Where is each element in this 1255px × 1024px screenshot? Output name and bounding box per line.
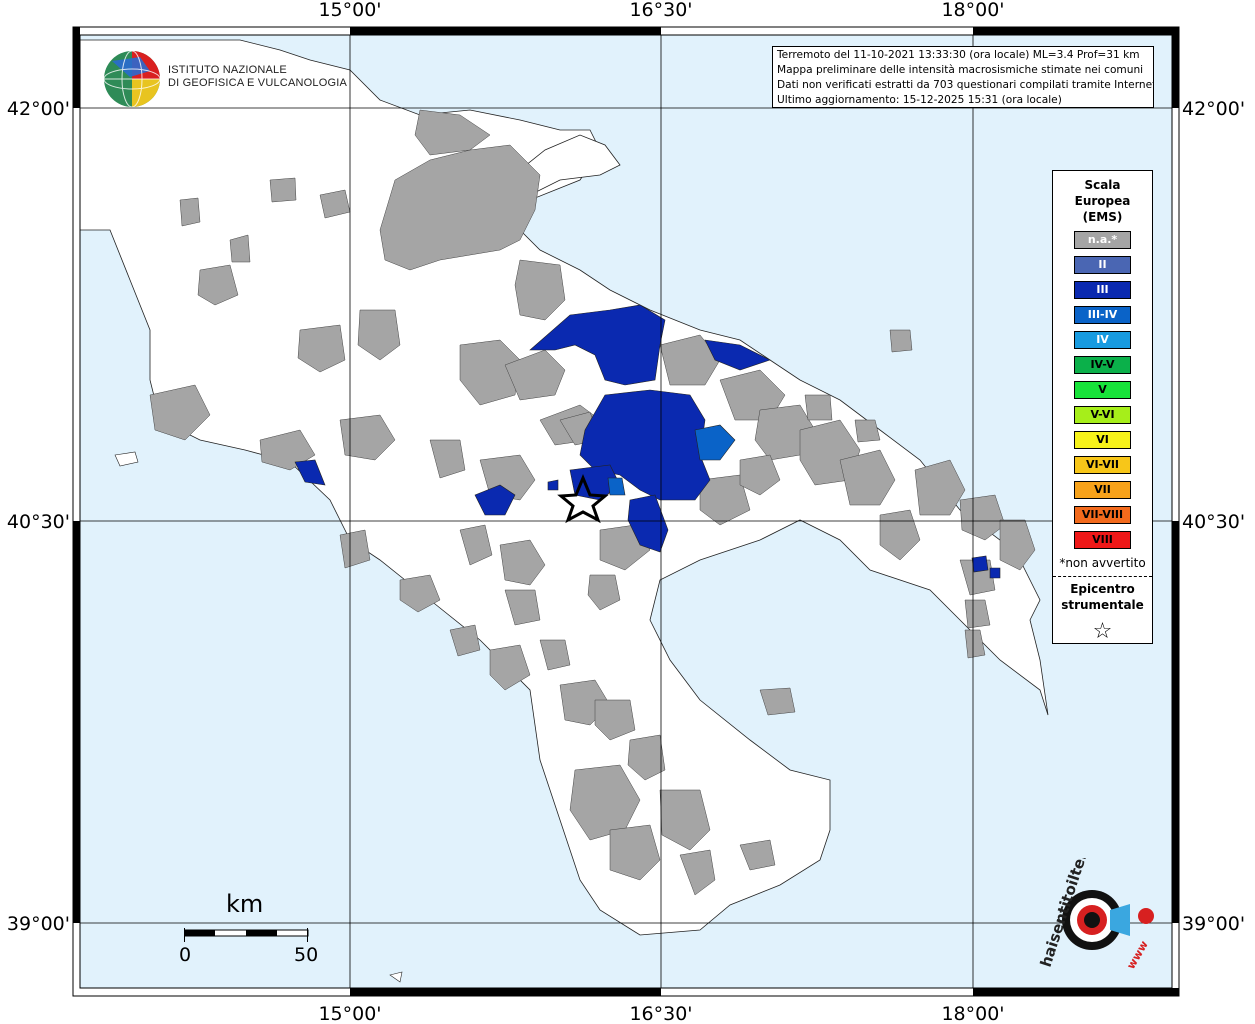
lat-label-left-2: 40°30' bbox=[7, 511, 70, 533]
legend-separator bbox=[1053, 576, 1152, 577]
scale-min: 0 bbox=[179, 944, 192, 966]
event-info-line4: Ultimo aggiornamento: 15-12-2025 15:31 (… bbox=[777, 94, 1062, 106]
not-felt-municipalities bbox=[149, 109, 1036, 896]
scale-unit: km bbox=[226, 890, 264, 918]
legend-title-line3: (EMS) bbox=[1082, 210, 1123, 224]
legend-swatch: VI-VII bbox=[1074, 456, 1131, 474]
lon-label-bottom-3: 18°00' bbox=[941, 1003, 1004, 1024]
lon-label-top-2: 16°30' bbox=[629, 0, 692, 21]
lon-label-bottom-1: 15°00' bbox=[318, 1003, 381, 1024]
lon-label-top-3: 18°00' bbox=[941, 0, 1004, 21]
lat-label-left-1: 42°00' bbox=[7, 98, 70, 120]
ingv-name-line1: ISTITUTO NAZIONALE bbox=[168, 64, 287, 76]
epicenter-label-line2: strumentale bbox=[1061, 598, 1144, 612]
legend-swatch: III-IV bbox=[1074, 306, 1131, 324]
ingv-name-line2: DI GEOFISICA E VULCANOLOGIA bbox=[168, 77, 347, 89]
legend-swatch: VIII bbox=[1074, 531, 1131, 549]
scale-bar-ruler bbox=[184, 928, 309, 942]
lon-label-bottom-2: 16°30' bbox=[629, 1003, 692, 1024]
legend-swatch: IV bbox=[1074, 331, 1131, 349]
ingv-logo bbox=[100, 47, 310, 111]
lat-label-right-1: 42°00' bbox=[1182, 98, 1245, 120]
event-info-line3: Dati non verificati estratti da 703 ques… bbox=[777, 79, 1154, 91]
legend-title-line2: Europea bbox=[1074, 194, 1131, 208]
event-info-line1: Terremoto del 11-10-2021 13:33:30 (ora l… bbox=[777, 49, 1140, 61]
scale-max: 50 bbox=[294, 944, 319, 966]
lat-label-right-2: 40°30' bbox=[1182, 511, 1245, 533]
land bbox=[79, 39, 1049, 936]
ems-legend: Scala Europea (EMS) n.a.* II III III-IV IV IV… bbox=[1052, 170, 1153, 644]
event-info-line2: Mappa preliminare delle intensità macros… bbox=[777, 64, 1144, 76]
legend-items: n.a.* II III III-IV IV IV-V V V-VI VI VI-VII VII VI… bbox=[1053, 231, 1152, 549]
epicenter-star bbox=[557, 474, 609, 524]
legend-swatch: V-VI bbox=[1074, 406, 1131, 424]
lon-label-top-1: 15°00' bbox=[318, 0, 381, 21]
legend-swatch: IV-V bbox=[1074, 356, 1131, 374]
globe-icon bbox=[103, 50, 161, 108]
legend-swatch: VII bbox=[1074, 481, 1131, 499]
event-info-box: Terremoto del 11-10-2021 13:33:30 (ora l… bbox=[772, 46, 1154, 108]
lat-label-left-3: 39°00' bbox=[7, 913, 70, 935]
lat-label-right-3: 39°00' bbox=[1182, 913, 1245, 935]
legend-swatch: n.a.* bbox=[1074, 231, 1131, 249]
legend-swatch: VII-VIII bbox=[1074, 506, 1131, 524]
graticule bbox=[80, 35, 1172, 988]
legend-note: *non avvertito bbox=[1059, 556, 1146, 570]
map-frame bbox=[72, 26, 1180, 997]
legend-swatch: III bbox=[1074, 281, 1131, 299]
intensity-iii-area bbox=[294, 304, 1001, 579]
legend-swatch: VI bbox=[1074, 431, 1131, 449]
epicenter-star-icon: ☆ bbox=[1092, 619, 1113, 644]
badge-www: www bbox=[1124, 939, 1151, 972]
hai-sentito-badge: haisentitoilterremoto.it www bbox=[1030, 774, 1160, 988]
legend-swatch: II bbox=[1074, 256, 1131, 274]
ingv-name: ISTITUTO NAZIONALE DI GEOFISICA E VULCAN… bbox=[168, 64, 347, 90]
epicenter-label-line1: Epicentro bbox=[1070, 582, 1135, 596]
legend-swatch: V bbox=[1074, 381, 1131, 399]
legend-title-line1: Scala bbox=[1084, 178, 1121, 192]
scale-bar: km 0 50 bbox=[176, 890, 326, 970]
